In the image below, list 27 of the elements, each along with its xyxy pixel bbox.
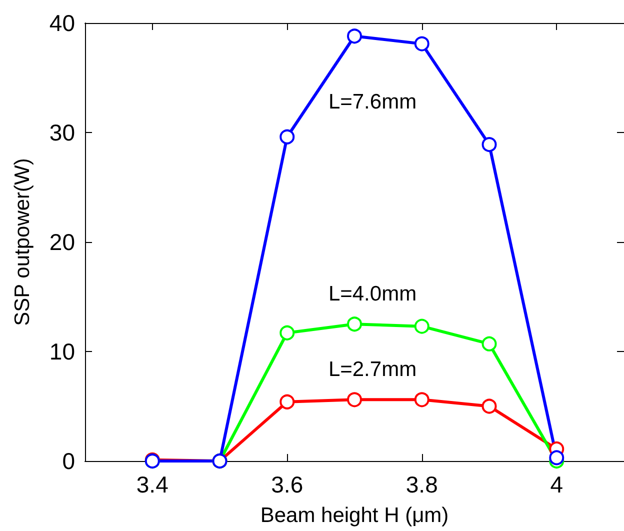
point bbox=[482, 137, 497, 152]
point bbox=[414, 36, 430, 52]
x-axis-title: Beam height H (μm) bbox=[260, 504, 449, 527]
point bbox=[414, 392, 430, 408]
y-tick-label: 20 bbox=[49, 229, 75, 255]
series-label: L=2.7mm bbox=[328, 358, 417, 382]
x-tick-label: 3.8 bbox=[406, 472, 438, 498]
point bbox=[280, 394, 295, 410]
point bbox=[347, 28, 362, 44]
point bbox=[347, 316, 362, 332]
y-tick-label: 30 bbox=[49, 120, 75, 146]
y-axis-title: SSP outpower(W) bbox=[11, 158, 34, 326]
y-tick-label: 10 bbox=[49, 338, 75, 364]
point bbox=[482, 336, 497, 352]
point bbox=[347, 392, 362, 408]
point bbox=[280, 325, 295, 340]
point bbox=[280, 129, 295, 144]
point bbox=[414, 318, 430, 334]
series-label: L=7.6mm bbox=[328, 90, 417, 114]
y-tick-label: 40 bbox=[49, 10, 75, 36]
point bbox=[549, 450, 564, 466]
point bbox=[482, 398, 497, 414]
y-tick-label: 0 bbox=[62, 448, 75, 474]
x-tick-label: 3.6 bbox=[271, 472, 304, 498]
series-label: L=4.0mm bbox=[328, 282, 417, 306]
x-tick-label: 3.4 bbox=[136, 472, 169, 498]
x-tick-label: 4 bbox=[550, 472, 564, 498]
